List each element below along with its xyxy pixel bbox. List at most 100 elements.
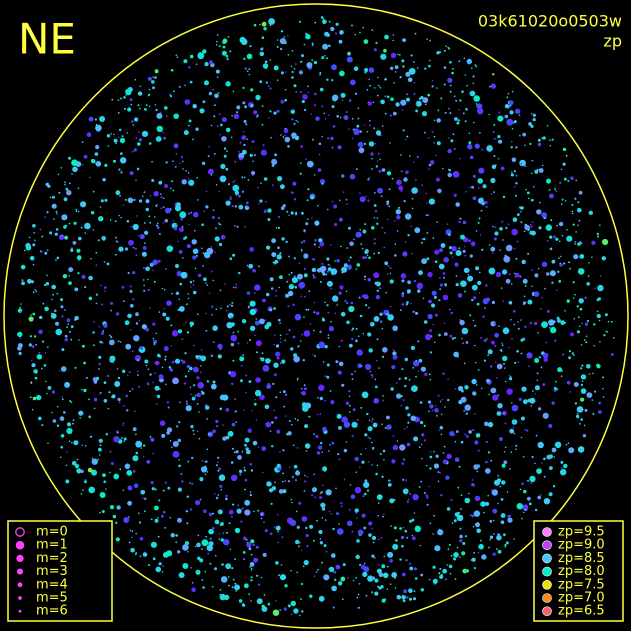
star [225, 408, 230, 412]
star [483, 359, 487, 362]
star [245, 447, 249, 451]
star [39, 315, 43, 320]
star [527, 479, 529, 482]
star [225, 497, 228, 501]
star [447, 148, 452, 154]
star [385, 291, 388, 294]
star [530, 225, 533, 228]
star [302, 359, 305, 362]
star [35, 343, 37, 346]
star [232, 181, 235, 184]
star [149, 306, 151, 309]
star [287, 480, 291, 483]
star [511, 404, 519, 412]
star [327, 114, 330, 117]
star [182, 160, 184, 163]
star [207, 552, 210, 555]
star [292, 181, 297, 186]
star [376, 217, 379, 219]
star [420, 420, 424, 425]
star [340, 505, 343, 508]
star [55, 228, 59, 231]
star [270, 287, 274, 290]
star [129, 390, 131, 393]
star [355, 576, 357, 579]
star [549, 139, 551, 141]
star [236, 105, 241, 110]
star [242, 149, 247, 155]
star [397, 53, 399, 56]
star [371, 527, 373, 530]
star [29, 255, 35, 261]
star [475, 103, 478, 105]
star [307, 308, 310, 311]
star [304, 474, 306, 477]
star [510, 451, 513, 454]
star [451, 246, 457, 252]
star [373, 252, 376, 255]
star [202, 252, 205, 255]
star [423, 320, 428, 324]
star [264, 66, 268, 69]
star [304, 443, 311, 449]
star [459, 319, 465, 326]
star [109, 505, 115, 510]
star [229, 196, 232, 199]
star [234, 190, 239, 195]
star [568, 350, 572, 353]
star [222, 45, 226, 49]
star [360, 453, 362, 456]
star [241, 135, 247, 141]
star [180, 472, 183, 476]
star [134, 553, 137, 556]
star [250, 553, 253, 556]
star [32, 312, 36, 316]
star [281, 359, 286, 364]
star [105, 488, 107, 490]
star [481, 554, 487, 560]
star [162, 552, 169, 558]
star [21, 279, 24, 281]
star [502, 239, 504, 241]
star [426, 496, 429, 499]
star [259, 80, 263, 84]
star [500, 520, 505, 524]
star [206, 448, 209, 451]
star [312, 539, 315, 542]
star [208, 292, 211, 295]
star [279, 275, 283, 280]
star [196, 542, 201, 548]
star [313, 60, 317, 65]
star [261, 446, 267, 451]
star [184, 99, 191, 105]
star [347, 226, 351, 230]
star [44, 251, 48, 255]
star [211, 585, 214, 588]
star [301, 250, 303, 252]
star [99, 340, 102, 344]
star [245, 374, 248, 377]
star [102, 237, 106, 241]
star [463, 362, 466, 365]
star [313, 301, 316, 304]
star [497, 403, 503, 409]
star [195, 355, 200, 359]
star [110, 133, 113, 135]
star [135, 312, 139, 317]
star [465, 341, 469, 344]
star [295, 539, 300, 545]
star [503, 412, 505, 415]
star [413, 81, 416, 84]
star [490, 177, 496, 184]
star [588, 210, 593, 215]
star [279, 322, 281, 324]
star [66, 190, 72, 196]
star [122, 204, 125, 206]
star [338, 523, 340, 525]
star [355, 554, 360, 560]
star [223, 154, 227, 158]
star [259, 23, 261, 26]
star [375, 130, 382, 136]
star [497, 115, 504, 122]
star [403, 200, 406, 203]
